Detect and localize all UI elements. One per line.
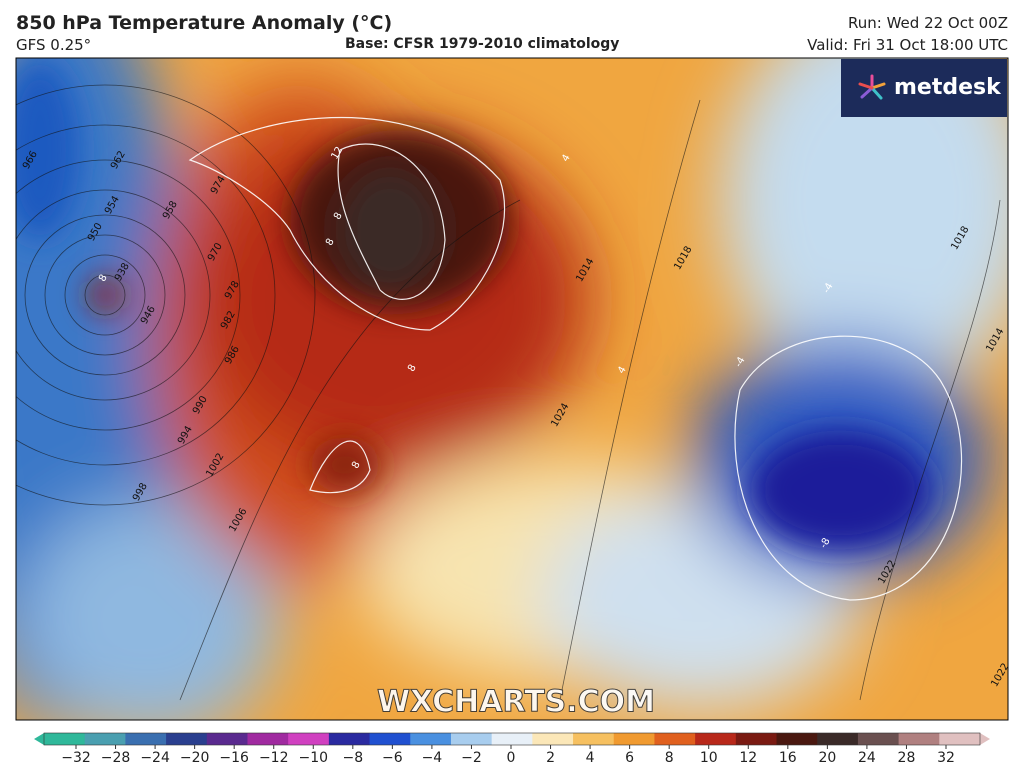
map-frame <box>15 57 1009 721</box>
colorbar-segment <box>84 733 126 745</box>
colorbar-segment <box>532 733 574 745</box>
colorbar-segment <box>613 733 655 745</box>
colorbar-tick-label: 12 <box>739 750 757 766</box>
valid: Valid: Fri 31 Oct 18:00 UTC <box>807 36 1008 54</box>
colorbar-tick-label: 8 <box>665 750 674 766</box>
colorbar-segment <box>206 733 248 745</box>
colorbar-segment <box>898 733 940 745</box>
colorbar-tick-label: 32 <box>937 750 955 766</box>
colorbar-segment <box>817 733 859 745</box>
colorbar-tick-label: 28 <box>898 750 916 766</box>
title: 850 hPa Temperature Anomaly (°C) <box>16 12 393 34</box>
contour-label: 8 <box>324 237 337 248</box>
colorbar-segment <box>735 733 778 745</box>
colorbar-tick-label: 16 <box>779 750 797 766</box>
colorbar-tick-label: −6 <box>382 750 403 766</box>
contour-label: -4 <box>733 355 748 369</box>
colorbar-segment <box>450 733 493 745</box>
colorbar-tick-label: 10 <box>700 750 718 766</box>
contour-label: 4 <box>616 365 629 376</box>
logo-text: metdesk <box>894 75 1002 100</box>
watermark: WXCHARTS.COM <box>377 685 655 720</box>
colorbar-tick-label: 20 <box>818 750 836 766</box>
colorbar-segment <box>491 733 533 745</box>
colorbar-tick-label: −2 <box>461 750 482 766</box>
colorbar-tick-label: −4 <box>422 750 443 766</box>
logo-icon <box>858 74 886 100</box>
colorbar-segment <box>247 733 289 745</box>
colorbar-tick-label: −20 <box>180 750 210 766</box>
colorbar-tick-label: 2 <box>546 750 555 766</box>
colorbar-tick-label: −16 <box>219 750 249 766</box>
map-field <box>16 58 1008 720</box>
contour-label: 8 <box>406 363 419 374</box>
colorbar-segment <box>695 733 737 745</box>
contour-label: -8 <box>818 536 833 550</box>
colorbar-segment <box>44 733 86 745</box>
colorbar-tick-label: 0 <box>507 750 516 766</box>
contour-label: 8 <box>97 273 110 284</box>
colorbar-tick-label: −32 <box>61 750 91 766</box>
colorbar-tick-label: 24 <box>858 750 876 766</box>
colorbar-segment <box>166 733 208 745</box>
contour-label: 8 <box>350 460 363 471</box>
colorbar-tick-label: 6 <box>625 750 634 766</box>
contour-label: -4 <box>821 281 836 295</box>
colorbar-tick-label: −10 <box>298 750 328 766</box>
colorbar-tick-label: −24 <box>140 750 170 766</box>
colorbar-tick-label: 4 <box>586 750 595 766</box>
colorbar-segment <box>410 733 452 745</box>
colorbar-arrow-right <box>980 733 990 745</box>
colorbar-segment <box>573 733 615 745</box>
run: Run: Wed 22 Oct 00Z <box>848 14 1008 32</box>
colorbar-segment <box>288 733 330 745</box>
colorbar-arrow-left <box>34 733 44 745</box>
contour-label: 4 <box>560 153 573 164</box>
colorbar-segment <box>776 733 818 745</box>
colorbar-tick-label: −8 <box>342 750 363 766</box>
colorbar-segment <box>369 733 411 745</box>
colorbar-segment <box>654 733 696 745</box>
colorbar: −32 −28 −24 −20 −16 −12 −10 −8 −6 −4 −2 0 2 4 6 8 10 12 16… <box>34 732 990 766</box>
base: Base: CFSR 1979-2010 climatology <box>345 36 620 52</box>
colorbar-segment <box>857 733 900 745</box>
contour-label: 8 <box>332 211 345 222</box>
colorbar-tick-label: −28 <box>101 750 131 766</box>
colorbar-segment <box>939 733 981 745</box>
colorbar-segment <box>328 733 371 745</box>
colorbar-segment <box>125 733 167 745</box>
colorbar-frame <box>43 732 981 746</box>
model: GFS 0.25° <box>16 36 92 54</box>
colorbar-tick-label: −12 <box>259 750 289 766</box>
